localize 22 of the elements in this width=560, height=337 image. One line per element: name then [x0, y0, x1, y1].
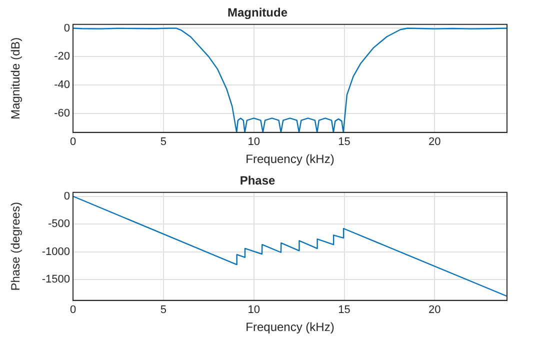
- y-axis-title: Magnitude (dB): [8, 37, 23, 120]
- y-tick-label: 0: [64, 22, 70, 34]
- y-tick-label: -60: [54, 107, 70, 120]
- y-tick-label: -20: [54, 50, 70, 63]
- x-tick-label: 5: [160, 304, 166, 316]
- x-tick-label: 10: [248, 304, 260, 316]
- y-tick-label: -40: [54, 78, 70, 91]
- x-tick-label: 5: [160, 136, 166, 148]
- x-axis-title: Frequency (kHz): [246, 152, 334, 166]
- y-tick-label: 0: [64, 190, 70, 202]
- x-tick-label: 20: [428, 304, 441, 316]
- y-tick-label: -1000: [42, 246, 70, 258]
- y-tick-label: -500: [48, 218, 70, 230]
- x-tick-label: 20: [428, 136, 441, 148]
- chart-title: Magnitude: [228, 6, 288, 20]
- x-tick-label: 15: [338, 136, 350, 148]
- x-tick-label: 10: [248, 136, 260, 148]
- y-tick-label: -1500: [42, 274, 70, 286]
- x-tick-label: 15: [338, 304, 350, 316]
- y-axis-title: Phase (degrees): [8, 202, 23, 291]
- chart-title: Phase: [240, 174, 276, 188]
- x-axis-title: Frequency (kHz): [246, 320, 334, 334]
